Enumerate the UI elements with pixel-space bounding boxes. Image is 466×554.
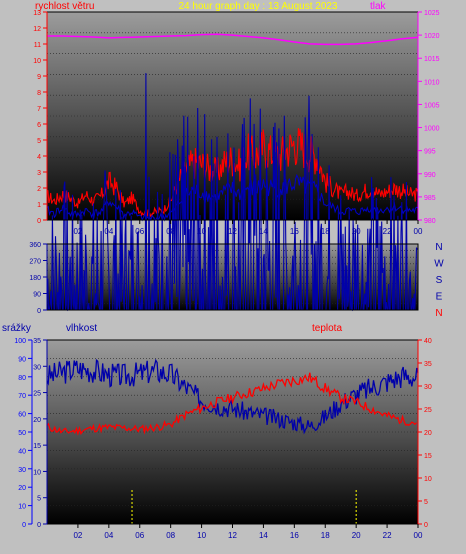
- direction-y-tick-label: 360: [29, 242, 41, 249]
- direction-y-tick-label: 0: [37, 308, 41, 315]
- temp-x-tick-label: 10: [197, 531, 206, 540]
- wind-y-tick-label: 7: [37, 106, 41, 113]
- humidity-y-tick-label: 35: [33, 338, 41, 345]
- pressure-y-tick-label: 980: [424, 218, 436, 225]
- wind-axis-label: rychlost větru: [35, 1, 94, 12]
- wind-x-tick-label: 02: [73, 227, 82, 236]
- direction-y-tick-label: 270: [29, 259, 41, 266]
- wind-y-tick-label: 1: [37, 202, 41, 209]
- wind-x-tick-label: 08: [166, 227, 175, 236]
- rain-y-tick-label: 40: [18, 448, 26, 455]
- wind-y-tick-label: 13: [33, 10, 41, 17]
- wind-y-tick-label: 3: [37, 170, 41, 177]
- direction-y-tick-label: 90: [33, 292, 41, 299]
- temp-x-tick-label: 18: [321, 531, 330, 540]
- pressure-y-tick-label: 1005: [424, 102, 440, 109]
- temp-x-tick-label: 06: [135, 531, 144, 540]
- wind-x-tick-label: 18: [321, 227, 330, 236]
- temperature-y-tick-label: 25: [424, 407, 432, 414]
- wind-y-tick-label: 2: [37, 186, 41, 193]
- temperature-y-tick-label: 10: [424, 476, 432, 483]
- wind-x-tick-label: 20: [352, 227, 361, 236]
- chart-title: 24 hour graph day : 13 August 2023: [178, 1, 337, 12]
- humidity-y-tick-label: 25: [33, 391, 41, 398]
- pressure-y-tick-label: 995: [424, 149, 436, 156]
- direction-y-tick-label: 180: [29, 275, 41, 282]
- wind-speed-series: [46, 128, 419, 220]
- temp-x-tick-label: 04: [104, 531, 113, 540]
- wind-x-tick-label: 04: [104, 227, 113, 236]
- temperature-series: [46, 372, 417, 436]
- rain-y-tick-label: 90: [18, 356, 26, 363]
- temperature-y-tick-label: 15: [424, 453, 432, 460]
- wind-x-tick-label: 16: [290, 227, 299, 236]
- temperature-y-tick-label: 40: [424, 338, 432, 345]
- wind-y-tick-label: 10: [33, 58, 41, 65]
- wind-y-tick-label: 4: [37, 154, 41, 161]
- rain-y-tick-label: 0: [22, 522, 26, 529]
- wind-x-tick-label: 14: [259, 227, 268, 236]
- temp-x-tick-label: 00: [414, 531, 423, 540]
- humidity-axis-label: vlhkost: [66, 323, 97, 334]
- rain-y-tick-label: 70: [18, 393, 26, 400]
- compass-label-3: E: [436, 292, 443, 303]
- compass-label-0: N: [435, 242, 442, 253]
- rain-y-tick-label: 10: [18, 504, 26, 511]
- pressure-axis-label: tlak: [370, 1, 387, 12]
- rain-y-tick-label: 100: [14, 338, 26, 345]
- rain-y-tick-label: 60: [18, 412, 26, 419]
- humidity-y-tick-label: 15: [33, 443, 41, 450]
- wind-y-tick-label: 5: [37, 138, 41, 145]
- wind-y-tick-label: 0: [37, 218, 41, 225]
- wind-y-tick-label: 9: [37, 74, 41, 81]
- temp-x-tick-label: 02: [73, 531, 82, 540]
- wind-x-tick-label: 22: [383, 227, 392, 236]
- temperature-y-tick-label: 0: [424, 522, 428, 529]
- wind-x-tick-label: 00: [414, 227, 423, 236]
- temp-x-tick-label: 20: [352, 531, 361, 540]
- temperature-y-tick-label: 20: [424, 430, 432, 437]
- humidity-y-tick-label: 20: [33, 417, 41, 424]
- rain-y-tick-label: 50: [18, 430, 26, 437]
- wind-y-tick-label: 12: [33, 26, 41, 33]
- rain-y-tick-label: 30: [18, 467, 26, 474]
- pressure-y-tick-label: 990: [424, 172, 436, 179]
- temp-x-tick-label: 08: [166, 531, 175, 540]
- temperature-axis-label: teplota: [312, 323, 342, 334]
- temp-x-tick-label: 14: [259, 531, 268, 540]
- temp-x-tick-label: 22: [383, 531, 392, 540]
- temperature-y-tick-label: 35: [424, 361, 432, 368]
- wind-x-tick-label: 12: [228, 227, 237, 236]
- pressure-y-tick-label: 1015: [424, 56, 440, 63]
- humidity-series: [46, 358, 419, 435]
- wind-x-tick-label: 10: [197, 227, 206, 236]
- wind-x-tick-label: 06: [135, 227, 144, 236]
- humidity-y-tick-label: 10: [33, 469, 41, 476]
- pressure-y-tick-label: 1025: [424, 10, 440, 17]
- temp-x-tick-label: 16: [290, 531, 299, 540]
- compass-label-4: N: [435, 308, 442, 319]
- wind-y-tick-label: 11: [34, 42, 41, 49]
- rain-y-tick-label: 80: [18, 375, 26, 382]
- wind-y-tick-label: 8: [37, 90, 41, 97]
- humidity-y-tick-label: 0: [37, 522, 41, 529]
- wind-y-tick-label: 6: [37, 122, 41, 129]
- rain-y-tick-label: 20: [18, 485, 26, 492]
- pressure-y-tick-label: 1000: [424, 126, 440, 133]
- compass-label-1: W: [434, 259, 444, 270]
- pressure-y-tick-label: 1020: [424, 33, 440, 40]
- pressure-y-tick-label: 1010: [424, 79, 440, 86]
- humidity-y-tick-label: 5: [37, 496, 41, 503]
- pressure-series: [47, 33, 419, 46]
- humidity-y-tick-label: 30: [33, 364, 41, 371]
- temperature-y-tick-label: 5: [424, 499, 428, 506]
- compass-label-2: S: [436, 275, 443, 286]
- temp-x-tick-label: 12: [228, 531, 237, 540]
- pressure-y-tick-label: 985: [424, 195, 436, 202]
- wind-gust-series: [46, 173, 419, 222]
- rain-axis-label: srážky: [2, 323, 31, 334]
- temperature-y-tick-label: 30: [424, 384, 432, 391]
